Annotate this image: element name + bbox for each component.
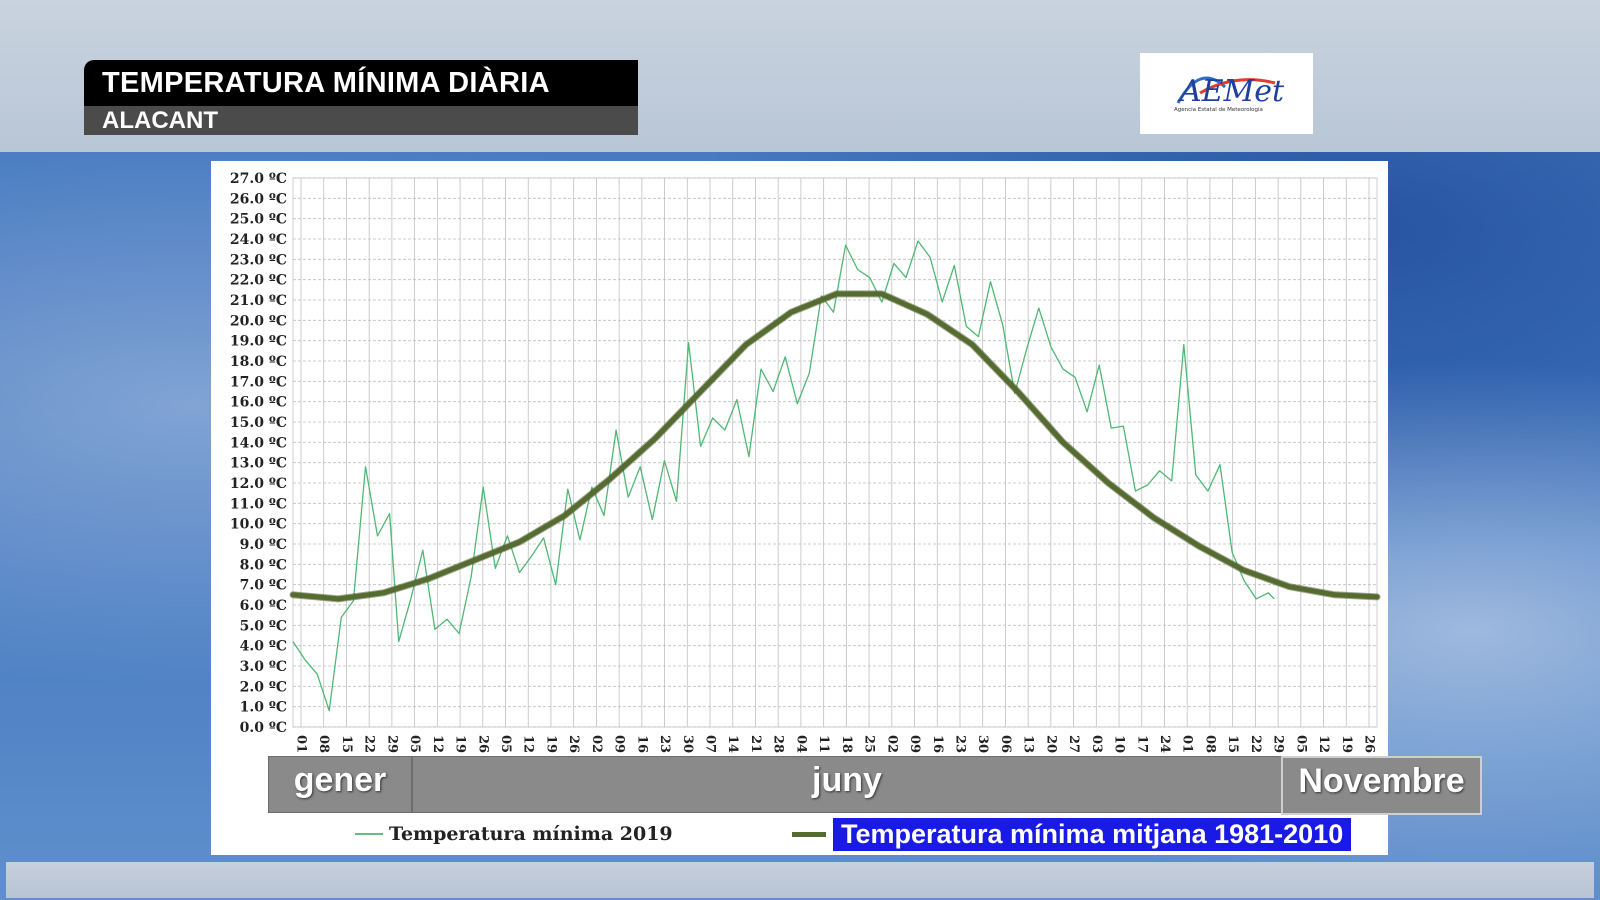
x-tick-label: 06 [998, 735, 1013, 753]
x-tick-label: 16 [634, 735, 649, 753]
x-tick-label: 19 [453, 735, 468, 753]
y-tick-label: 11.0 ºC [230, 496, 287, 512]
x-tick-label: 08 [316, 735, 331, 753]
y-tick-label: 8.0 ºC [240, 557, 287, 573]
x-tick-label: 04 [793, 735, 808, 753]
x-tick-label: 29 [384, 735, 399, 753]
y-tick-label: 26.0 ºC [230, 191, 287, 207]
logo-subtext: Agencia Estatal de Meteorología [1174, 106, 1263, 113]
y-tick-label: 0.0 ºC [240, 720, 287, 736]
y-tick-label: 2.0 ºC [240, 679, 287, 695]
aemet-logo: AEMet Agencia Estatal de Meteorología [1140, 53, 1313, 134]
title-block: TEMPERATURA MÍNIMA DIÀRIA ALACANT [84, 60, 638, 135]
y-tick-label: 22.0 ºC [230, 273, 287, 289]
x-tick-label: 22 [362, 735, 377, 753]
temperature-chart: 0.0 ºC 1.0 ºC 2.0 ºC 3.0 ºC 4.0 ºC 5.0 ºC 6.0 … [230, 171, 1381, 753]
x-tick-label: 21 [748, 735, 763, 753]
x-tick-label: 11 [816, 735, 831, 753]
x-tick-label: 03 [1089, 735, 1104, 753]
plot-area [292, 177, 1378, 728]
x-tick-label: 19 [1339, 735, 1354, 753]
x-tick-label: 09 [612, 735, 627, 753]
y-tick-label: 4.0 ºC [240, 639, 287, 655]
month-label-gener: gener [268, 756, 412, 813]
month-label-novembre: Novembre [1281, 756, 1482, 815]
x-tick-label: 26 [1362, 735, 1377, 753]
y-tick-label: 13.0 ºC [230, 456, 287, 472]
y-tick-label: 18.0 ºC [230, 354, 287, 370]
x-tick-label: 01 [1180, 735, 1195, 753]
x-tick-label: 29 [1271, 735, 1286, 753]
x-tick-label: 30 [680, 735, 695, 753]
y-tick-label: 10.0 ºC [230, 517, 287, 533]
y-tick-label: 15.0 ºC [230, 415, 287, 431]
x-tick-label: 01 [294, 735, 309, 753]
x-tick-label: 26 [475, 735, 490, 753]
y-tick-label: 9.0 ºC [240, 537, 287, 553]
x-tick-label: 14 [725, 735, 740, 753]
logo-text: AEMet [1177, 74, 1285, 109]
y-tick-label: 14.0 ºC [230, 435, 287, 451]
y-tick-label: 21.0 ºC [230, 293, 287, 309]
y-tick-label: 6.0 ºC [240, 598, 287, 614]
x-tick-label: 12 [1316, 735, 1331, 753]
page-title: TEMPERATURA MÍNIMA DIÀRIA [84, 60, 638, 106]
x-tick-label: 22 [1248, 735, 1263, 753]
x-tick-label: 23 [952, 735, 967, 753]
x-tick-label: 12 [521, 735, 536, 753]
x-tick-label: 17 [1134, 735, 1149, 753]
series-line-2019 [292, 240, 1275, 712]
chart-panel: 0.0 ºC 1.0 ºC 2.0 ºC 3.0 ºC 4.0 ºC 5.0 ºC 6.0 … [211, 161, 1388, 855]
x-tick-label: 08 [1202, 735, 1217, 753]
legend-label-2019: Temperatura mínima 2019 [389, 823, 673, 845]
x-tick-label: 07 [703, 735, 718, 753]
x-tick-label: 18 [839, 735, 854, 753]
y-tick-label: 17.0 ºC [230, 374, 287, 390]
y-tick-label: 25.0 ºC [230, 212, 287, 228]
y-tick-label: 3.0 ºC [240, 659, 287, 675]
x-tick-label: 28 [771, 735, 786, 753]
x-tick-label: 13 [1021, 735, 1036, 753]
y-tick-label: 5.0 ºC [240, 618, 287, 634]
x-tick-label: 12 [430, 735, 445, 753]
legend-swatch-normal [792, 831, 826, 837]
aemet-logo-graphic: AEMet Agencia Estatal de Meteorología [1174, 74, 1285, 113]
x-tick-label: 05 [407, 735, 422, 753]
x-tick-label: 15 [339, 735, 354, 753]
bottom-band [6, 862, 1594, 898]
x-tick-label: 19 [543, 735, 558, 753]
y-tick-label: 20.0 ºC [230, 313, 287, 329]
series-line-normal [290, 291, 1380, 602]
x-tick-label: 15 [1225, 735, 1240, 753]
x-tick-label: 25 [862, 735, 877, 753]
legend-label-normal: Temperatura mínima mitjana 1981-2010 [832, 816, 1353, 852]
y-tick-label: 24.0 ºC [230, 232, 287, 248]
legend-item-2019: Temperatura mínima 2019 [355, 817, 673, 851]
x-tick-label: 24 [1157, 735, 1172, 753]
x-tick-label: 20 [1043, 735, 1058, 753]
month-label-juny: juny [412, 756, 1282, 813]
y-tick-label: 19.0 ºC [230, 334, 287, 350]
x-tick-label: 23 [657, 735, 672, 753]
x-tick-label: 05 [498, 735, 513, 753]
x-tick-label: 16 [930, 735, 945, 753]
x-tick-label: 02 [589, 735, 604, 753]
legend-item-normal: Temperatura mínima mitjana 1981-2010 [792, 816, 1353, 852]
page-subtitle: ALACANT [84, 106, 638, 135]
x-tick-label: 09 [907, 735, 922, 753]
y-tick-label: 16.0 ºC [230, 395, 287, 411]
y-tick-label: 23.0 ºC [230, 252, 287, 268]
x-tick-label: 02 [884, 735, 899, 753]
x-tick-label: 26 [566, 735, 581, 753]
y-tick-label: 27.0 ºC [230, 171, 287, 187]
x-tick-label: 10 [1112, 735, 1127, 753]
y-tick-label: 12.0 ºC [230, 476, 287, 492]
x-tick-label: 27 [1066, 735, 1081, 753]
x-tick-label: 30 [975, 735, 990, 753]
y-tick-label: 1.0 ºC [240, 700, 287, 716]
x-tick-label: 05 [1293, 735, 1308, 753]
y-tick-label: 7.0 ºC [240, 578, 287, 594]
legend-swatch-2019 [355, 833, 383, 835]
